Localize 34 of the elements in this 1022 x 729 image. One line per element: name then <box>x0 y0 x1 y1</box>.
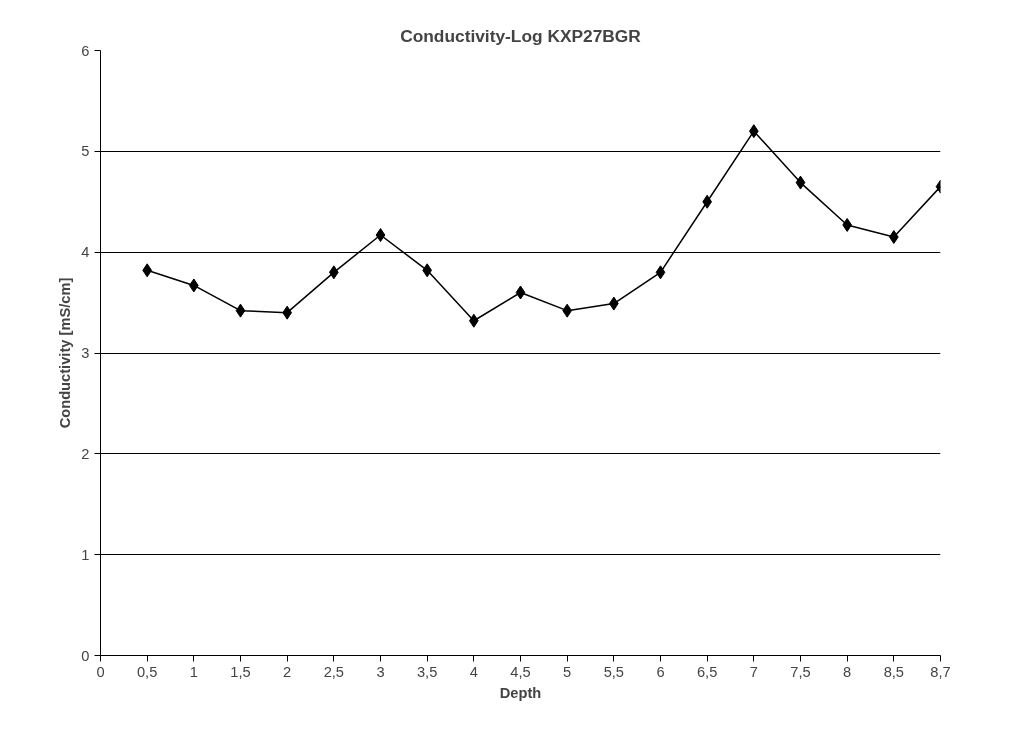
x-tick-label: 6 <box>656 663 665 680</box>
x-axis-title: Depth <box>499 684 542 701</box>
x-tick-label: 7 <box>749 663 758 680</box>
point <box>795 175 806 190</box>
x-tick-label: 0,5 <box>136 663 158 680</box>
x-tick-label: 1 <box>189 663 198 680</box>
y-tick-label: 3 <box>81 345 90 361</box>
x-tick-label: 8,5 <box>883 663 905 680</box>
x-tick-label: 3 <box>376 663 385 680</box>
y-tick-label: 5 <box>81 143 90 160</box>
x-tick-label: 2 <box>283 663 292 680</box>
y-tick-label: 6 <box>81 42 90 59</box>
x-tick-label: 3,5 <box>416 663 438 680</box>
y-axis-title: Conductivity [mS/cm] <box>57 277 74 429</box>
y-tick-label: 1 <box>81 546 90 563</box>
point <box>515 285 526 300</box>
y-tick-label: 0 <box>81 647 90 664</box>
point <box>375 228 386 243</box>
x-tick-label: 1,5 <box>230 663 251 680</box>
x-tick-label: 7,5 <box>790 663 811 680</box>
x-tick-label: 8 <box>843 663 852 680</box>
x-tick-label: 2,5 <box>323 663 345 680</box>
point <box>655 265 666 280</box>
x-tick-label: 8,7 <box>930 663 951 680</box>
x-tick-label: 0 <box>96 663 105 680</box>
y-tick-label: 2 <box>81 445 90 462</box>
x-tick-label: 5,5 <box>603 663 625 680</box>
y-tick-label: 4 <box>81 244 90 261</box>
point <box>235 303 246 318</box>
chart-title: Conductivity-Log KXP27BGR <box>400 25 642 46</box>
x-tick-label: 4,5 <box>510 663 531 680</box>
x-tick-label: 6,5 <box>696 663 718 680</box>
x-tick-label: 5 <box>563 663 572 680</box>
x-tick-label: 4 <box>469 663 478 680</box>
